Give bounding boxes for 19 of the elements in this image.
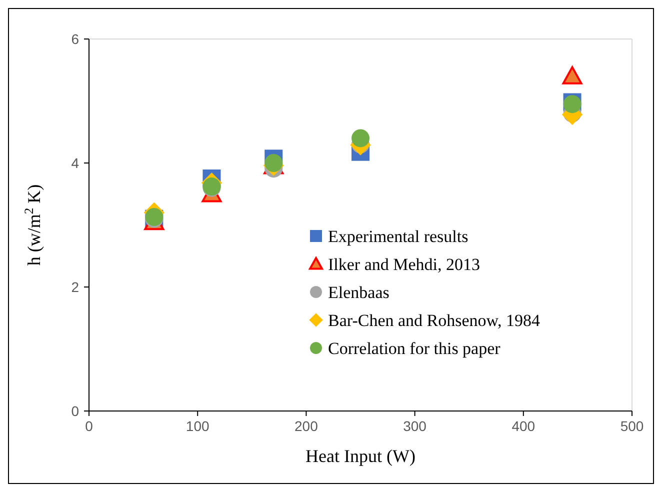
legend-label: Ilker and Mehdi, 2013 xyxy=(328,255,480,274)
point xyxy=(352,129,370,148)
x-tick-label: 300 xyxy=(403,418,427,434)
x-tick-label: 400 xyxy=(512,418,536,434)
legend-label: Bar-Chen and Rohsenow, 1984 xyxy=(328,311,540,330)
y-tick-label: 2 xyxy=(71,279,80,295)
x-tick-label: 0 xyxy=(85,418,94,434)
y-tick-label: 0 xyxy=(71,403,80,419)
x-tick-label: 200 xyxy=(294,418,318,434)
y-tick-label: 6 xyxy=(71,31,80,47)
legend-label: Experimental results xyxy=(328,227,468,246)
legend-label: Elenbaas xyxy=(328,283,390,302)
x-axis-title: Heat Input (W) xyxy=(306,446,416,466)
point xyxy=(562,66,582,84)
x-tick-label: 100 xyxy=(186,418,210,434)
x-tick-label: 500 xyxy=(620,418,644,434)
y-tick-label: 4 xyxy=(71,155,80,171)
legend-label: Correlation for this paper xyxy=(328,339,501,358)
point xyxy=(264,154,283,172)
